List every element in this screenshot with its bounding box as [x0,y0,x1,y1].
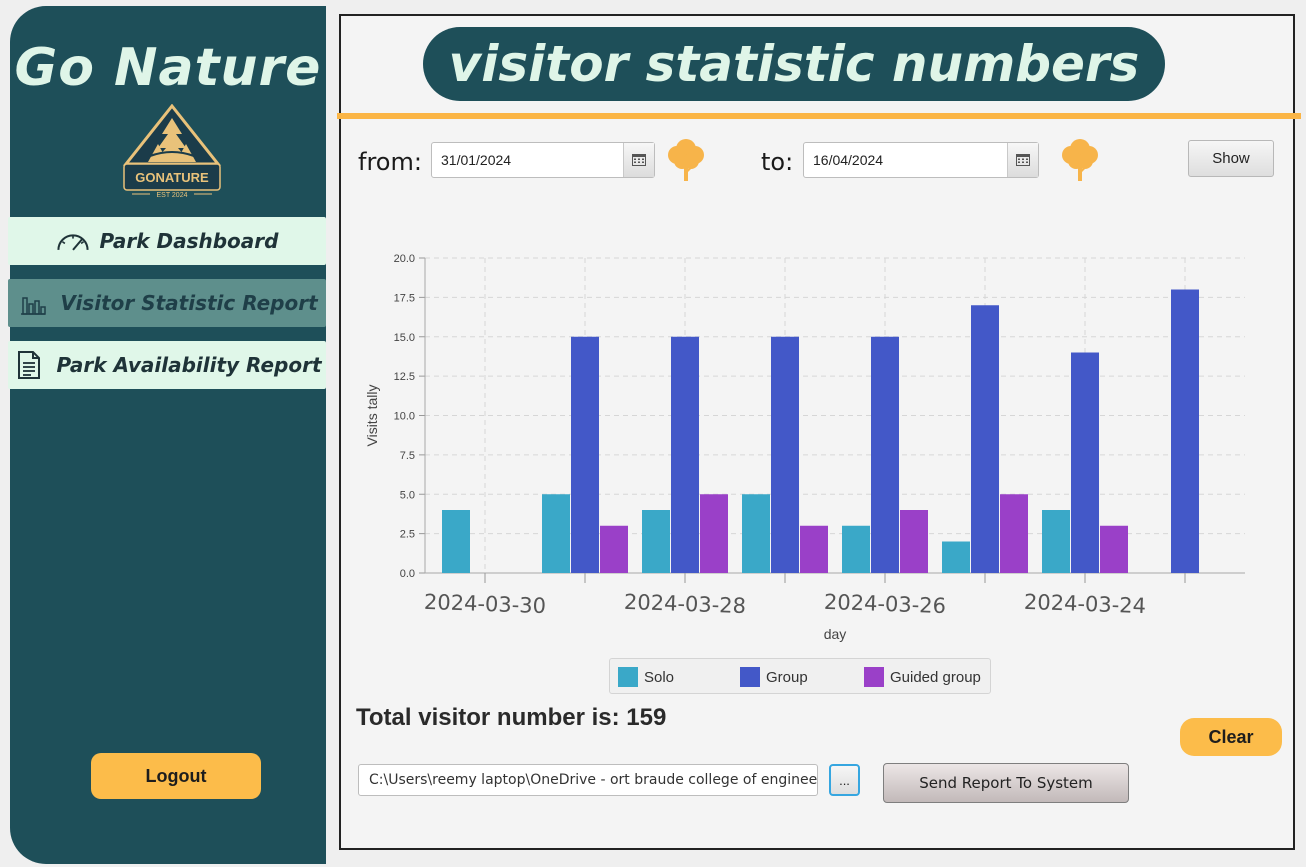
legend-item-guided-group: Guided group [864,667,981,687]
header-divider [337,113,1301,119]
to-label: to: [761,148,794,176]
y-axis-label: Visits tally [364,385,380,447]
bar-chart-icon [16,288,50,318]
bar-guided-group [1000,494,1028,573]
bar-guided-group [600,525,628,573]
document-icon [12,350,46,380]
y-tick-label: 12.5 [394,371,415,383]
x-tick-label: 2024-03-30 [424,590,547,618]
legend-label: Group [766,668,808,686]
bar-group [571,336,599,573]
show-button[interactable]: Show [1188,140,1274,177]
legend-swatch [618,667,638,687]
bar-solo [942,541,970,573]
visitor-bar-chart: 0.0 2.5 5.0 7.5 10.0 12.5 15.0 17.5 20.0 2024-03-… [364,253,1245,642]
brand-title: Go Nature [14,38,322,98]
from-date-input[interactable]: 31/01/2024 [441,152,512,168]
legend-swatch [740,667,760,687]
bar-solo [542,494,570,573]
y-tick-label: 20.0 [394,253,415,265]
bar-guided-group [900,510,928,573]
y-tick-label: 5.0 [400,489,415,501]
to-date-picker[interactable]: 16/04/2024 [803,142,1039,178]
nav-visitor-statistic-report-label: Visitor Statistic Report [60,291,318,315]
bar-group [771,336,799,573]
from-date-picker[interactable]: 31/01/2024 [431,142,655,178]
legend-label: Solo [644,668,675,686]
logout-button[interactable]: Logout [91,753,261,799]
chart-legend: Solo Group Guided group [609,658,991,694]
logo-subtext: EST 2024 [156,192,187,199]
bar-solo [742,494,770,573]
x-tick-label: 2024-03-28 [624,590,747,618]
legend-swatch [864,667,884,687]
nav-park-dashboard-label: Park Dashboard [99,229,279,253]
tree-icon [668,139,704,181]
bar-solo [642,510,670,573]
bar-group [971,305,999,573]
y-tick-label: 7.5 [400,450,415,462]
bar-group [671,336,699,573]
bar-solo [842,525,870,573]
y-tick-label: 15.0 [394,332,415,344]
browse-button[interactable]: ... [829,764,860,796]
report-path-input[interactable]: C:\Users\reemy laptop\OneDrive - ort bra… [358,764,818,796]
from-label: from: [358,148,422,176]
logo-text: GONATURE [135,170,209,185]
legend-item-group: Group [740,667,808,687]
nav-visitor-statistic-report[interactable]: Visitor Statistic Report [8,279,326,327]
bar-group [1171,289,1199,573]
bar-guided-group [700,494,728,573]
sidebar: Go Nature GONATURE EST 2024 [8,6,326,864]
bar-group [871,336,899,573]
bar-solo [442,510,470,573]
speedometer-icon [56,226,90,256]
y-tick-label: 10.0 [394,411,415,423]
y-tick-label: 0.0 [400,568,415,580]
tree-icon [1062,139,1098,181]
bar-guided-group [1100,525,1128,573]
nav-park-availability-report-label: Park Availability Report [56,353,322,377]
y-tick-label: 17.5 [394,292,415,304]
bar-group [1071,352,1099,573]
gonature-logo: GONATURE EST 2024 [122,104,222,199]
main-panel: visitor statistic numbers from: 31/01/20… [337,14,1301,850]
to-date-input[interactable]: 16/04/2024 [813,152,884,168]
bar-solo [1042,510,1070,573]
calendar-icon[interactable] [623,143,654,177]
nav-park-availability-report[interactable]: Park Availability Report [8,341,326,389]
y-tick-label: 2.5 [400,529,415,541]
clear-button[interactable]: Clear [1180,718,1282,756]
page-title: visitor statistic numbers [423,27,1165,101]
legend-item-solo: Solo [618,667,674,687]
x-axis-label: day [824,626,847,642]
x-tick-label: 2024-03-24 [1024,590,1147,618]
total-visitor-label: Total visitor number is: 159 [356,704,667,731]
send-report-button[interactable]: Send Report To System [883,763,1129,803]
bar-guided-group [800,525,828,573]
x-tick-label: 2024-03-26 [824,590,947,618]
legend-label: Guided group [890,668,981,686]
calendar-icon[interactable] [1007,143,1038,177]
nav-park-dashboard[interactable]: Park Dashboard [8,217,326,265]
